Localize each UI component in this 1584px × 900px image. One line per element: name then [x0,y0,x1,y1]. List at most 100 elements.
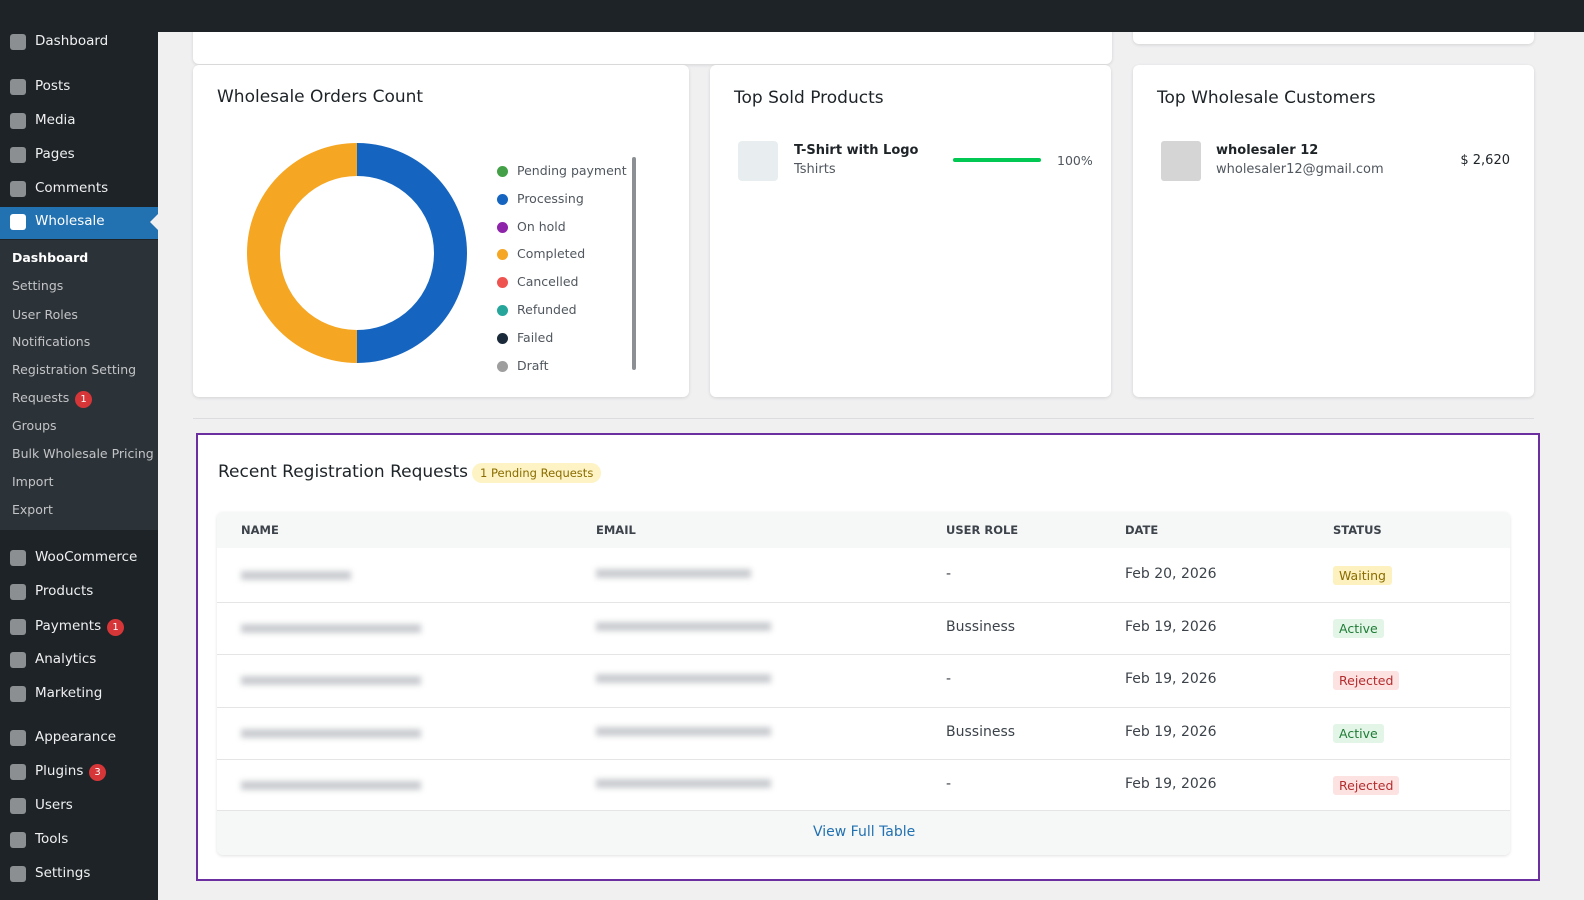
menu-icon [10,798,26,814]
menu-icon [10,619,26,635]
submenu-item[interactable]: Notifications [12,334,91,349]
menu-item[interactable]: Analytics [35,651,97,667]
user-role: - [946,776,952,792]
submenu-item[interactable]: Settings [12,278,64,293]
submenu-item[interactable]: Registration Setting [12,362,137,377]
column-header: STATUS [1333,523,1382,537]
menu-icon [10,550,26,566]
legend-label[interactable]: Failed [517,329,554,345]
user-role: Bussiness [946,618,1016,635]
menu-item[interactable]: Settings [35,865,91,881]
legend-label[interactable]: Pending payment [517,163,627,178]
menu-item[interactable]: WooCommerce [35,549,138,565]
submenu-bg [0,240,158,530]
menu-item[interactable]: Media [35,112,76,128]
legend-dot [497,193,508,205]
legend-label[interactable]: Cancelled [517,274,579,290]
blurred-name [241,571,351,580]
customer-email: wholesaler12@gmail.com [1216,162,1384,177]
menu-icon [10,652,26,668]
date: Feb 19, 2026 [1125,671,1217,687]
menu-arrow [150,214,158,230]
count-badge: 3 [89,764,106,781]
legend-dot [497,277,508,289]
menu-item[interactable]: Appearance [35,729,117,745]
status-badge: Active [1333,723,1384,743]
menu-icon [10,832,26,848]
customer-amount: $ 2,620 [1460,153,1510,168]
menu-active [0,207,158,239]
legend-dot [497,249,508,261]
menu-item[interactable]: Comments [35,180,109,196]
scrollbar [632,157,636,370]
submenu-item[interactable]: Dashboard [12,250,89,265]
product-share: 100% [1057,153,1093,168]
progress-bar [953,158,1041,162]
submenu-item[interactable]: Bulk Wholesale Pricing [12,446,154,461]
requests-title: Recent Registration Requests [218,462,468,482]
admin-bar [0,0,1584,32]
date: Feb 19, 2026 [1125,776,1217,792]
donut-chart [247,143,467,363]
legend-dot [497,332,508,344]
separator [193,418,1534,419]
blurred-email [596,779,771,788]
legend-label[interactable]: Completed [517,246,586,262]
blurred-name [241,781,421,790]
menu-item[interactable]: Marketing [35,685,103,701]
card [1133,65,1534,397]
legend-label[interactable]: Draft [517,357,549,373]
menu-item[interactable]: Users [35,797,73,813]
column-header: DATE [1125,523,1159,537]
card-title: Wholesale Orders Count [217,87,424,107]
donut-segment [247,143,358,363]
legend-label[interactable]: On hold [517,218,566,234]
card-title: Top Sold Products [734,88,884,108]
menu-icon [10,79,26,95]
menu-item[interactable]: Plugins [35,763,84,779]
status-badge: Waiting [1333,566,1392,585]
menu-icon [10,764,26,780]
blurred-email [596,674,771,683]
menu-icon [10,147,26,163]
count-badge: 1 [75,391,92,408]
row-divider [217,654,1510,655]
table [217,512,1510,855]
submenu-item[interactable]: Requests [12,390,70,405]
status-badge: Rejected [1333,671,1400,690]
menu-item[interactable]: Posts [35,78,71,94]
menu-item[interactable]: Payments [35,618,102,634]
submenu-item[interactable]: Groups [12,418,57,433]
customer-name: wholesaler 12 [1216,143,1319,158]
legend-dot [497,221,508,233]
column-header: NAME [241,523,279,537]
submenu-item[interactable]: Export [12,502,53,517]
donut-segment [356,143,467,363]
submenu-item[interactable]: Import [12,474,54,489]
user-role: - [946,566,952,582]
menu-item[interactable]: Pages [35,146,75,162]
menu-item[interactable]: Products [35,583,94,599]
blurred-name [241,676,421,685]
menu-icon [10,686,26,702]
blurred-name [241,623,421,633]
submenu-item[interactable]: User Roles [12,307,78,322]
user-role: - [946,671,952,687]
menu-item[interactable]: Tools [35,831,69,847]
menu-item[interactable]: Wholesale [35,213,105,229]
column-header: USER ROLE [946,523,1019,537]
table-head [217,512,1510,548]
legend-label[interactable]: Refunded [517,302,577,317]
status-badge: Rejected [1333,776,1400,795]
view-full-table[interactable]: View Full Table [813,824,916,840]
menu-icon [10,113,26,129]
date: Feb 19, 2026 [1125,618,1217,635]
menu-icon [10,584,26,600]
row-divider [217,706,1510,708]
legend-dot [497,166,508,177]
row-divider [217,601,1510,603]
legend-label[interactable]: Processing [517,190,584,206]
menu-item[interactable]: Dashboard [35,33,109,49]
menu-icon [10,181,26,197]
